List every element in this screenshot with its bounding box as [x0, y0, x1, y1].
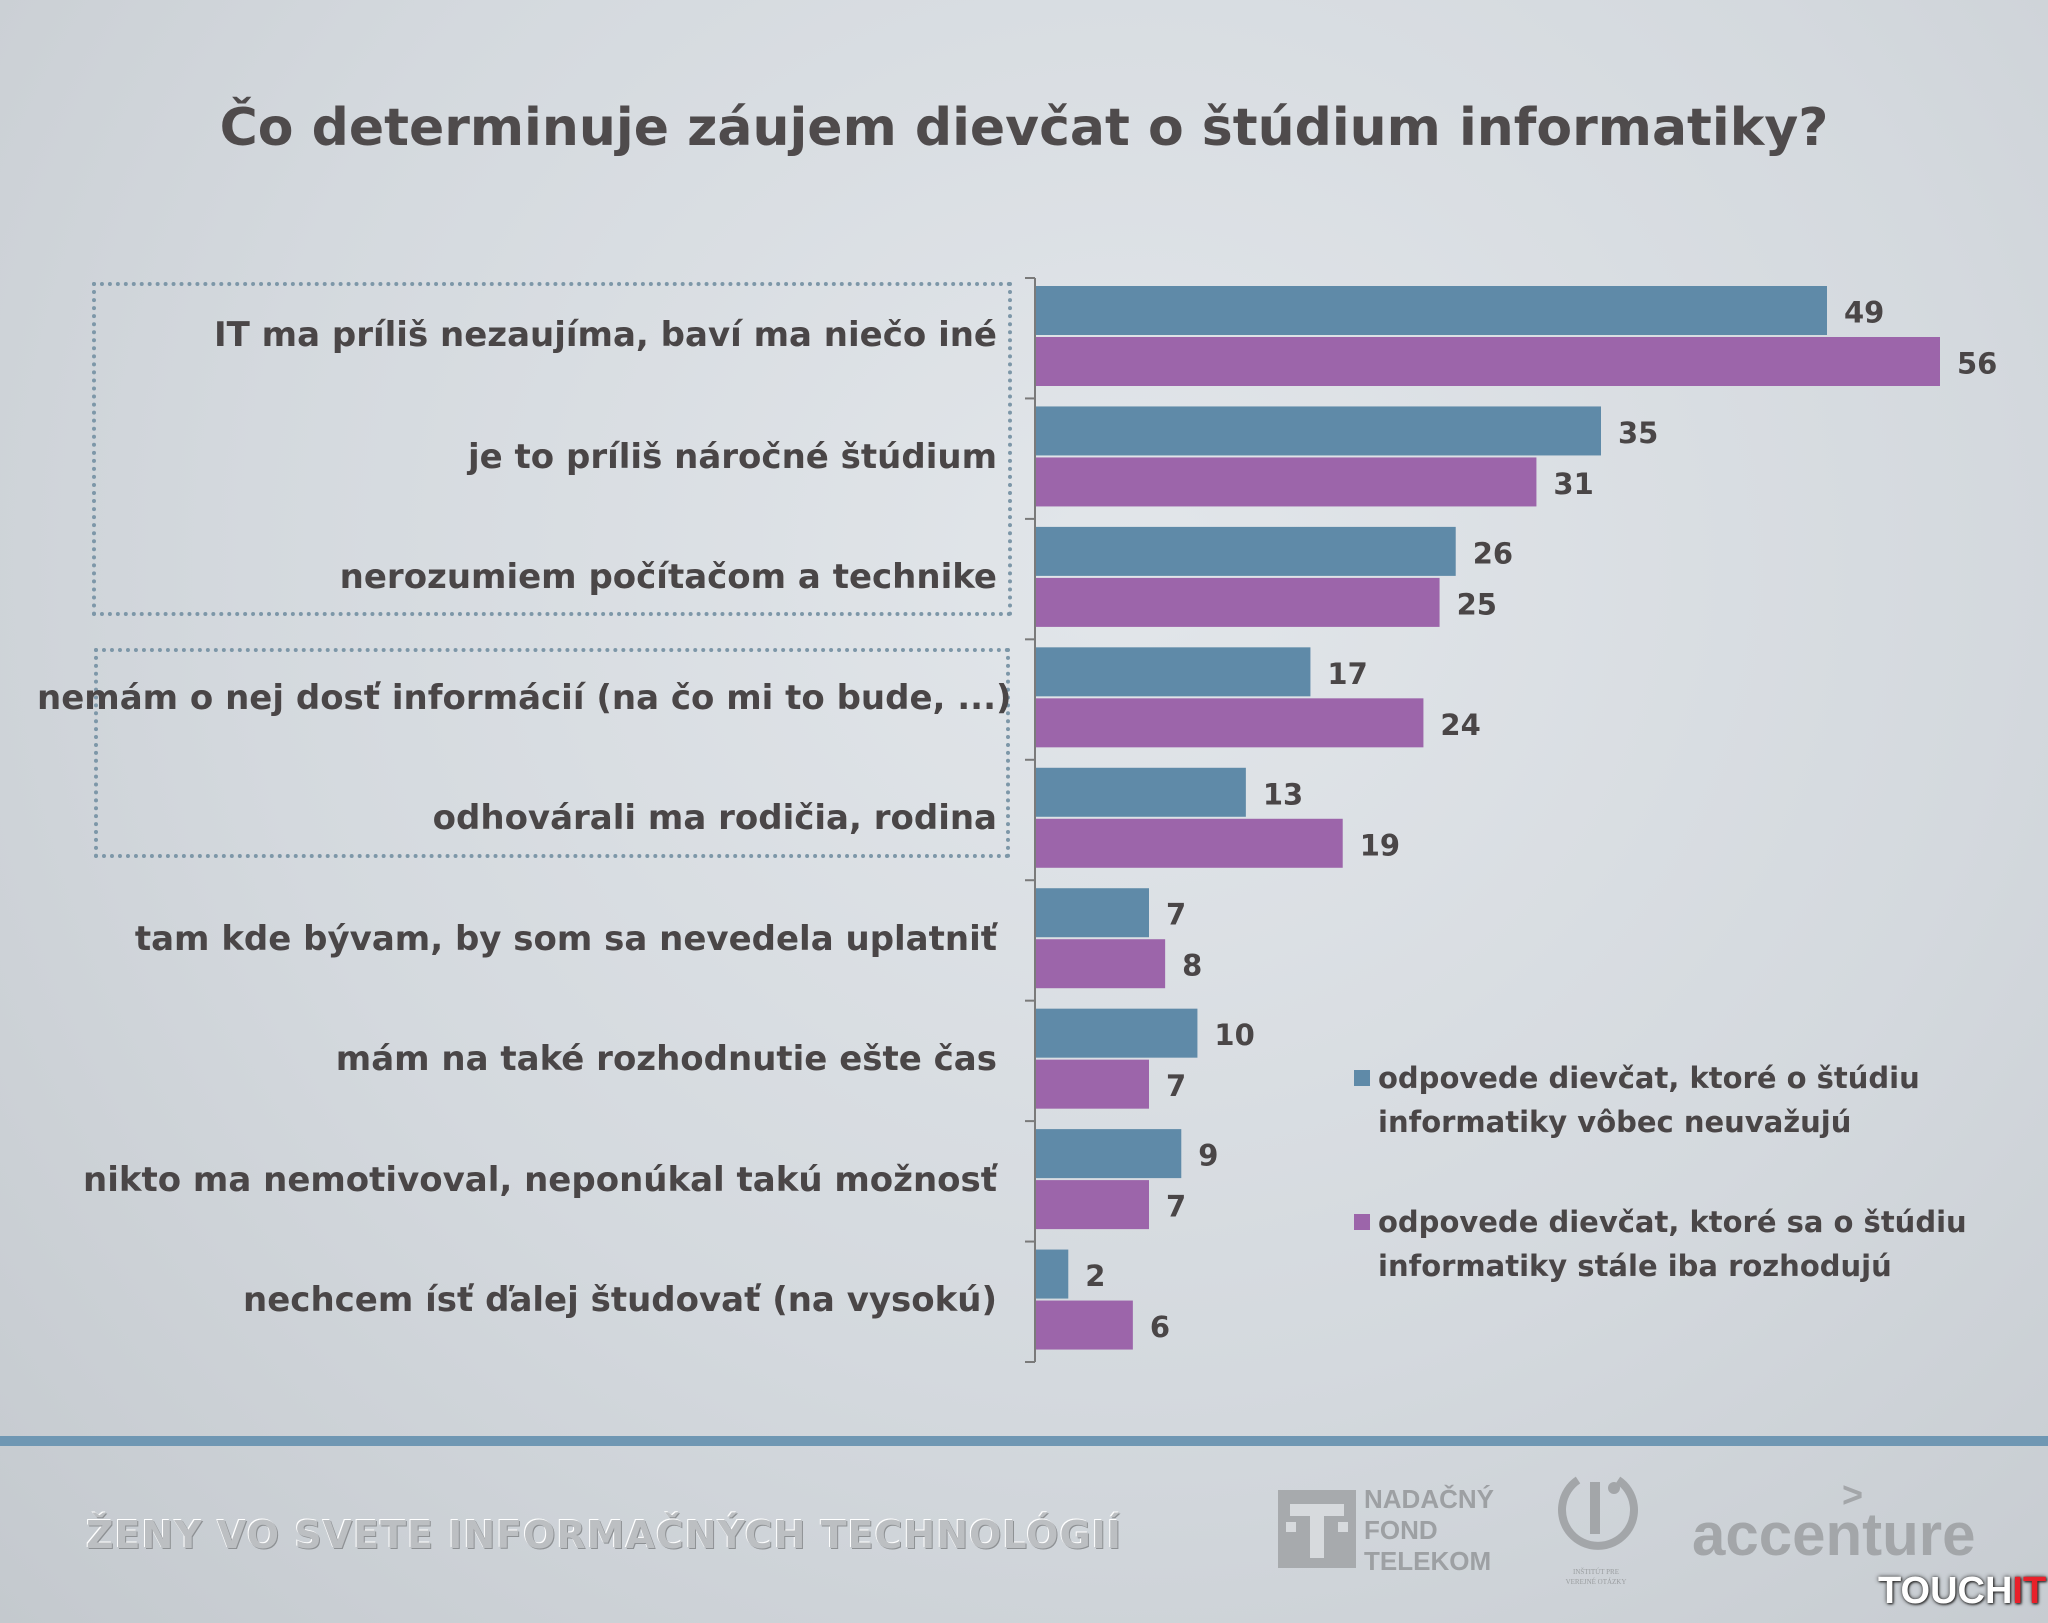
- data-label-series1: 49: [1844, 296, 1884, 330]
- category-label: nechcem ísť ďalej študovať (na vysokú): [243, 1280, 997, 1320]
- bar-series1: [1036, 406, 1601, 456]
- ivo-logo-text-line2: VEREJNÉ OTÁZKY: [1566, 1578, 1627, 1586]
- legend-label-series1-line2: informatiky vôbec neuvažujú: [1378, 1105, 1852, 1139]
- bar-series1: [1036, 286, 1827, 335]
- bar-series1: [1036, 1249, 1069, 1299]
- data-label-series1: 10: [1214, 1018, 1254, 1052]
- accenture-logo: accenture: [1692, 1501, 1976, 1568]
- bar-series2: [1036, 1059, 1149, 1109]
- footer-project-title: ŽENY VO SVETE INFORMAČNÝCH TECHNOLÓGIÍ: [86, 1513, 1122, 1557]
- category-label: tam kde bývam, by som sa nevedela uplatn…: [134, 919, 997, 959]
- legend-swatch-series2: [1354, 1214, 1370, 1230]
- footer-divider: [0, 1436, 2048, 1446]
- category-label: odhovárali ma rodičia, rodina: [432, 798, 997, 838]
- highlight-box-middle: [94, 648, 1010, 858]
- touchit-watermark: TOUCHIT: [1878, 1570, 2046, 1613]
- data-label-series2: 19: [1360, 828, 1400, 862]
- data-label-series2: 56: [1957, 347, 1997, 381]
- data-label-series2: 7: [1166, 1069, 1186, 1103]
- chart-title: Čo determinuje záujem dievčat o štúdium …: [219, 98, 1829, 158]
- ivo-logo-text-line1: INŠTITÚT PRE: [1573, 1568, 1619, 1576]
- telekom-logo-line1: NADAČNÝ: [1364, 1484, 1494, 1514]
- bar-series2: [1036, 818, 1343, 868]
- watermark-accent: IT: [2012, 1570, 2047, 1612]
- bar-series2: [1036, 577, 1440, 627]
- highlight-box-top: [92, 282, 1012, 616]
- bar-series1: [1036, 647, 1311, 697]
- data-label-series2: 7: [1166, 1190, 1186, 1224]
- data-label-series2: 8: [1182, 949, 1202, 983]
- data-label-series1: 7: [1166, 898, 1186, 932]
- category-label: nerozumiem počítačom a technike: [339, 557, 997, 597]
- telekom-logo-icon: [1278, 1490, 1356, 1568]
- bar-series1: [1036, 1008, 1198, 1058]
- data-label-series1: 26: [1473, 536, 1513, 570]
- category-label: nikto ma nemotivoval, neponúkal takú mož…: [82, 1160, 997, 1200]
- bar-series2: [1036, 1180, 1149, 1230]
- bar-series2: [1036, 939, 1166, 989]
- data-label-series1: 35: [1618, 416, 1658, 450]
- data-label-series1: 13: [1263, 777, 1303, 811]
- legend-label-series1-line1: odpovede dievčat, ktoré o štúdiu: [1378, 1061, 1920, 1095]
- accenture-logo-mark: >: [1842, 1474, 1864, 1515]
- telekom-logo-line2: FOND: [1364, 1515, 1438, 1545]
- legend-label-series2-line2: informatiky stále iba rozhodujú: [1378, 1249, 1892, 1283]
- bar-series1: [1036, 526, 1456, 576]
- bar-series2: [1036, 1300, 1133, 1350]
- category-label: IT ma príliš nezaujíma, baví ma niečo in…: [214, 315, 997, 355]
- data-label-series2: 6: [1150, 1310, 1170, 1344]
- bar-series2: [1036, 337, 1940, 386]
- data-label-series2: 31: [1553, 467, 1593, 501]
- data-label-series1: 9: [1198, 1139, 1218, 1173]
- legend-label-series2-line1: odpovede dievčat, ktoré sa o štúdiu: [1378, 1205, 1967, 1239]
- bar-series2: [1036, 698, 1424, 748]
- telekom-logo-line3: TELEKOM: [1364, 1546, 1492, 1576]
- ivo-logo-icon: INŠTITÚT PRE VEREJNÉ OTÁZKY: [1558, 1476, 1638, 1586]
- bar-series1: [1036, 888, 1149, 938]
- watermark-main: TOUCH: [1878, 1570, 2013, 1612]
- legend-item-series2: odpovede dievčat, ktoré sa o štúdiu info…: [1354, 1200, 1998, 1288]
- category-label: mám na také rozhodnutie ešte čas: [335, 1039, 997, 1079]
- data-label-series2: 25: [1457, 587, 1497, 621]
- bar-series1: [1036, 767, 1246, 817]
- bar-series1: [1036, 1129, 1182, 1179]
- legend-item-series1: odpovede dievčat, ktoré o štúdiu informa…: [1354, 1056, 1998, 1144]
- legend-swatch-series1: [1354, 1070, 1370, 1086]
- bar-series2: [1036, 457, 1537, 507]
- telekom-logo-text: NADAČNÝ FOND TELEKOM: [1364, 1484, 1494, 1577]
- data-label-series1: 2: [1085, 1259, 1105, 1293]
- category-label: nemám o nej dosť informácií (na čo mi to…: [37, 678, 1012, 718]
- data-label-series2: 24: [1440, 708, 1480, 742]
- data-label-series1: 17: [1327, 657, 1367, 691]
- category-label: je to príliš náročné štúdium: [468, 437, 997, 477]
